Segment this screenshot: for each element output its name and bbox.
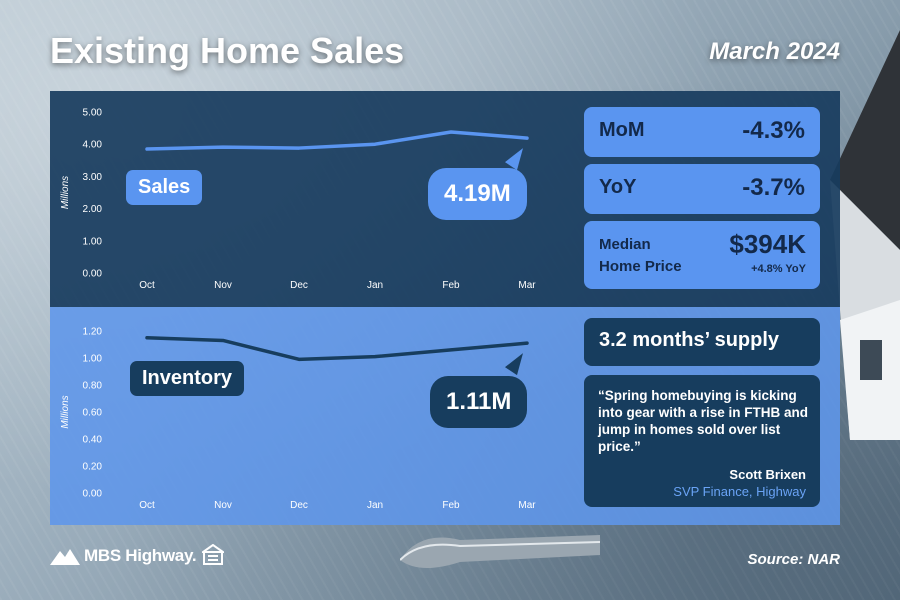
page-title: Existing Home Sales [50, 30, 405, 71]
equal-housing-icon [202, 544, 224, 565]
data-point [145, 336, 149, 340]
x-tick-label: Nov [214, 280, 232, 291]
house-image [830, 30, 900, 440]
x-tick-label: Feb [442, 280, 460, 291]
yoy-label: YoY [599, 176, 637, 198]
source-note: Source: NAR [747, 551, 840, 568]
y-tick-label: 3.00 [83, 172, 103, 183]
data-point [449, 130, 453, 134]
x-tick-label: Nov [214, 500, 232, 511]
y-tick-label: 5.00 [83, 108, 103, 119]
data-point [221, 145, 225, 149]
data-point [297, 357, 301, 361]
inventory-series-tag: Inventory [130, 361, 245, 396]
mom-card: MoM -4.3% [584, 107, 820, 157]
y-tick-label: 0.60 [83, 408, 103, 419]
sales-line-chart: 5.00 4.00 3.00 2.00 1.00 0.00 Millions Oct Nov De… [60, 108, 536, 292]
median-price-label: Median Home Price [599, 234, 682, 278]
series-line [145, 336, 529, 362]
y-tick-label: 1.00 [83, 236, 103, 247]
x-tick-label: Oct [139, 280, 155, 291]
callout-pointer [505, 353, 523, 376]
y-tick-label: 2.00 [83, 204, 103, 215]
yoy-value: -3.7% [742, 174, 805, 201]
data-point [449, 348, 453, 352]
callout-pointer [505, 148, 523, 171]
logo-text: MBS Highway. [84, 546, 197, 565]
quote-card: “Spring homebuying is kicking into gear … [584, 375, 820, 507]
median-price-label-line1: Median [599, 236, 651, 253]
median-price-value: $394K [729, 229, 806, 259]
y-tick-label: 0.80 [83, 381, 103, 392]
mom-value: -4.3% [742, 117, 805, 144]
data-point [525, 341, 529, 345]
series-line [145, 130, 529, 151]
report-date: March 2024 [709, 38, 840, 65]
data-point [525, 136, 529, 140]
data-point [297, 146, 301, 150]
y-tick-label: 1.20 [83, 327, 103, 338]
data-point [373, 355, 377, 359]
x-tick-label: Jan [367, 280, 383, 291]
median-price-label-line2: Home Price [599, 258, 682, 275]
y-axis-label: Millions [60, 395, 71, 428]
inventory-callout-bubble: 1.11M [430, 376, 528, 428]
x-tick-label: Jan [367, 500, 383, 511]
data-point [221, 338, 225, 342]
yoy-card: YoY -3.7% [584, 164, 820, 214]
x-tick-label: Dec [290, 500, 308, 511]
x-tick-label: Dec [290, 280, 308, 291]
sales-series-tag: Sales [126, 170, 203, 205]
y-tick-label: 0.00 [83, 269, 103, 280]
mom-label: MoM [599, 119, 645, 141]
data-point [373, 142, 377, 146]
key-image [400, 535, 600, 569]
months-supply-card: 3.2 months’ supply [584, 318, 820, 366]
inventory-line-chart: 1.20 1.00 0.80 0.60 0.40 0.20 0.00 Millions Oct N… [60, 327, 536, 512]
quote-text: “Spring homebuying is kicking into gear … [598, 388, 809, 454]
y-tick-label: 1.00 [83, 354, 103, 365]
x-tick-label: Oct [139, 500, 155, 511]
y-axis-label: Millions [60, 176, 71, 209]
quote-author-name: Scott Brixen [729, 467, 806, 482]
x-tick-label: Mar [518, 280, 536, 291]
y-tick-label: 0.20 [83, 462, 103, 473]
median-price-change: +4.8% YoY [751, 263, 806, 275]
mbs-highway-logo: MBS Highway. [50, 546, 197, 566]
median-price-card: Median Home Price $394K +4.8% YoY [584, 221, 820, 289]
sales-callout-bubble: 4.19M [428, 168, 527, 220]
x-tick-label: Feb [442, 500, 460, 511]
y-tick-label: 0.40 [83, 435, 103, 446]
mountain-logo-icon [50, 549, 80, 565]
y-tick-label: 0.00 [83, 489, 103, 500]
x-tick-label: Mar [518, 500, 536, 511]
y-tick-label: 4.00 [83, 140, 103, 151]
data-point [145, 147, 149, 151]
quote-author-role: SVP Finance, Highway [673, 484, 806, 499]
